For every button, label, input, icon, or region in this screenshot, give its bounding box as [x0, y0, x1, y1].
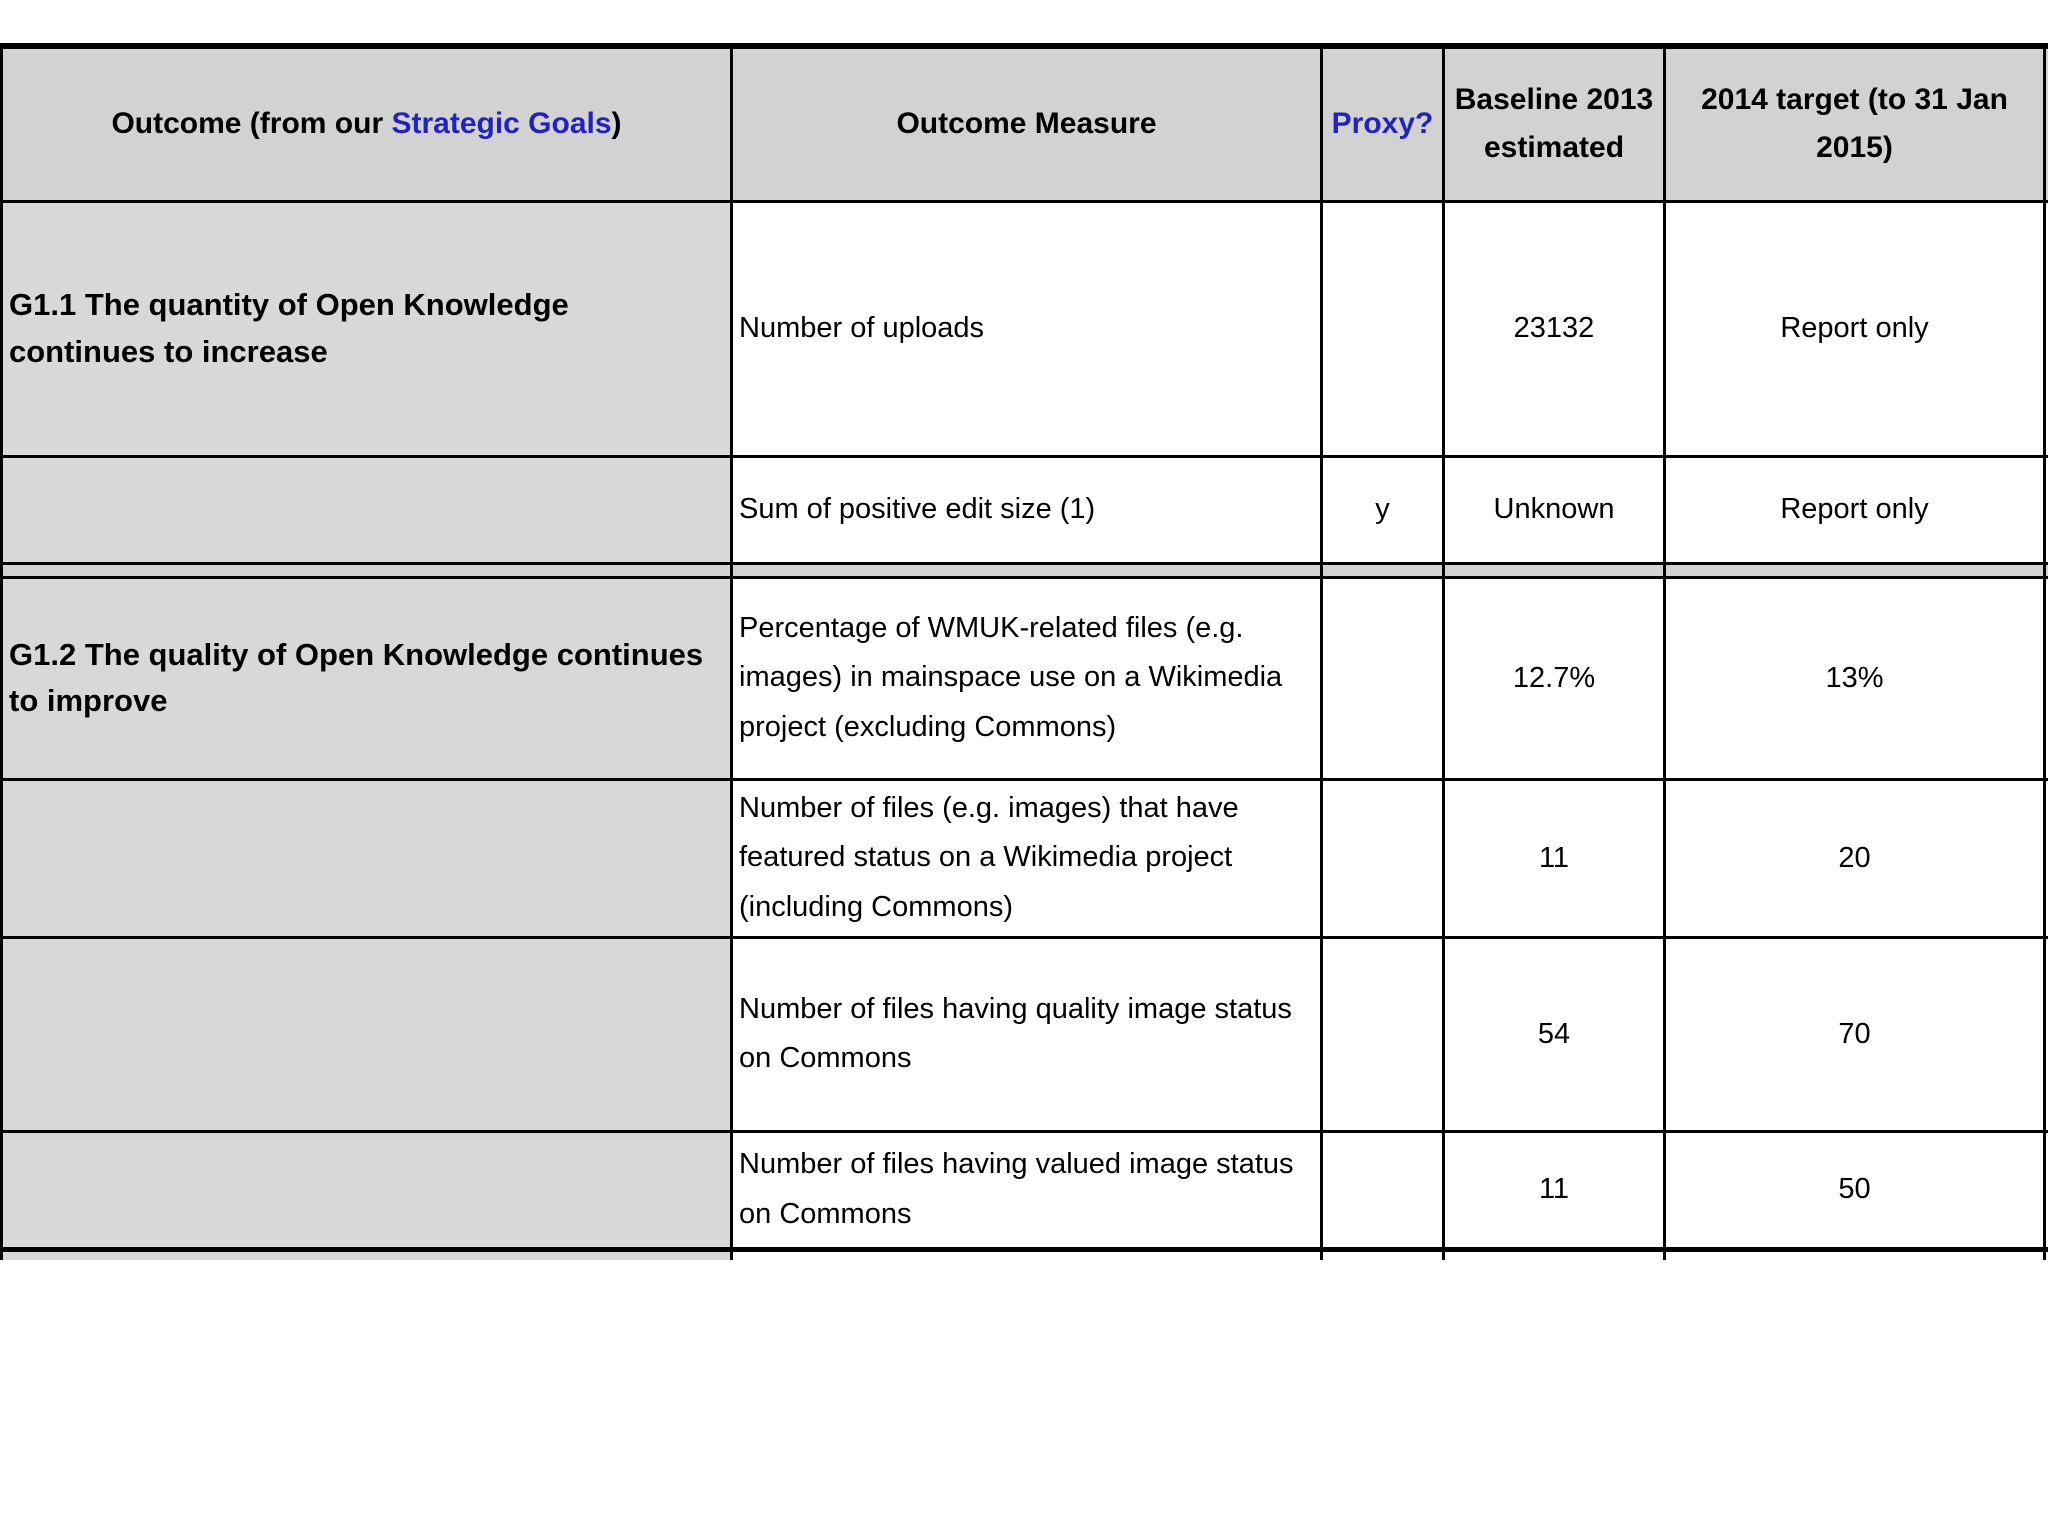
- cell-cutoff: [2043, 1129, 2048, 1252]
- cell-empty: [1442, 1247, 1666, 1260]
- cell-proxy: [1320, 199, 1445, 458]
- header-outcome-suffix: ): [611, 107, 622, 141]
- cell-cutoff: [2043, 777, 2048, 939]
- cell-measure: Number of files (e.g. images) that have …: [730, 777, 1323, 939]
- cell-outcome-empty: [0, 454, 733, 565]
- divider-cell: [2043, 561, 2048, 579]
- cell-measure: Percentage of WMUK-related files (e.g. i…: [730, 575, 1323, 781]
- header-outcome-measure: Outcome Measure: [730, 43, 1323, 203]
- cell-baseline: 23132: [1442, 199, 1666, 458]
- cell-empty: [1320, 1247, 1445, 1260]
- cell-target: 50: [1663, 1129, 2046, 1252]
- table-row-featured-status: Number of files (e.g. images) that have …: [0, 777, 2048, 939]
- divider-cell: [1663, 561, 2046, 579]
- cell-empty: [2043, 1247, 2048, 1260]
- header-outcome: Outcome (from our Strategic Goals): [0, 43, 733, 203]
- cell-proxy: y: [1320, 454, 1445, 565]
- cell-empty: [1663, 1247, 2046, 1260]
- cell-baseline: Unknown: [1442, 454, 1666, 565]
- cell-cutoff: [2043, 199, 2048, 458]
- divider-cell: [0, 561, 733, 579]
- table-row-partial-cutoff: [0, 1247, 2048, 1260]
- cell-target: Report only: [1663, 454, 2046, 565]
- cell-outcome-empty: [0, 1247, 733, 1260]
- cell-empty: [730, 1247, 1323, 1260]
- cell-proxy: [1320, 1129, 1445, 1252]
- cell-baseline: 54: [1442, 935, 1666, 1133]
- cell-baseline: 11: [1442, 777, 1666, 939]
- header-baseline-2013: Baseline 2013 estimated: [1442, 43, 1666, 203]
- table-row-quality-image: Number of files having quality image sta…: [0, 935, 2048, 1133]
- divider-cell: [730, 561, 1323, 579]
- cell-outcome-empty: [0, 1129, 733, 1252]
- cell-cutoff: [2043, 454, 2048, 565]
- cell-proxy: [1320, 777, 1445, 939]
- table-row-g1-2-percentage: G1.2 The quality of Open Knowledge conti…: [0, 575, 2048, 781]
- cell-outcome-empty: [0, 777, 733, 939]
- cell-measure: Sum of positive edit size (1): [730, 454, 1323, 565]
- cell-target: 13%: [1663, 575, 2046, 781]
- table-row-edit-size: Sum of positive edit size (1) y Unknown …: [0, 454, 2048, 565]
- cell-proxy: [1320, 575, 1445, 781]
- header-proxy: Proxy?: [1320, 43, 1445, 203]
- cell-target: 20: [1663, 777, 2046, 939]
- table-header-row: Outcome (from our Strategic Goals) Outco…: [0, 43, 2048, 203]
- divider-cell: [1320, 561, 1445, 579]
- section-divider-row: [0, 561, 2048, 579]
- cell-baseline: 11: [1442, 1129, 1666, 1252]
- header-outcome-prefix: Outcome (from our: [111, 107, 392, 141]
- cell-proxy: [1320, 935, 1445, 1133]
- cell-measure: Number of files having quality image sta…: [730, 935, 1323, 1133]
- table-row-valued-image: Number of files having valued image stat…: [0, 1129, 2048, 1252]
- proxy-link[interactable]: Proxy?: [1331, 107, 1434, 141]
- divider-cell: [1442, 561, 1666, 579]
- cell-baseline: 12.7%: [1442, 575, 1666, 781]
- cell-measure: Number of files having valued image stat…: [730, 1129, 1323, 1252]
- strategic-goals-link[interactable]: Strategic Goals: [391, 107, 612, 141]
- outcomes-table: Outcome (from our Strategic Goals) Outco…: [0, 43, 2048, 1260]
- cell-target: Report only: [1663, 199, 2046, 458]
- cell-cutoff: [2043, 935, 2048, 1133]
- cell-cutoff: [2043, 575, 2048, 781]
- cell-outcome-g1-1: G1.1 The quantity of Open Knowledge cont…: [0, 199, 733, 458]
- cell-outcome-g1-2: G1.2 The quality of Open Knowledge conti…: [0, 575, 733, 781]
- cell-measure: Number of uploads: [730, 199, 1323, 458]
- table-row-g1-1-uploads: G1.1 The quantity of Open Knowledge cont…: [0, 199, 2048, 458]
- cell-target: 70: [1663, 935, 2046, 1133]
- cell-outcome-empty: [0, 935, 733, 1133]
- outcomes-table-container: Outcome (from our Strategic Goals) Outco…: [0, 43, 2048, 1260]
- header-2014-target: 2014 target (to 31 Jan 2015): [1663, 43, 2046, 203]
- header-cutoff-column: [2043, 43, 2048, 203]
